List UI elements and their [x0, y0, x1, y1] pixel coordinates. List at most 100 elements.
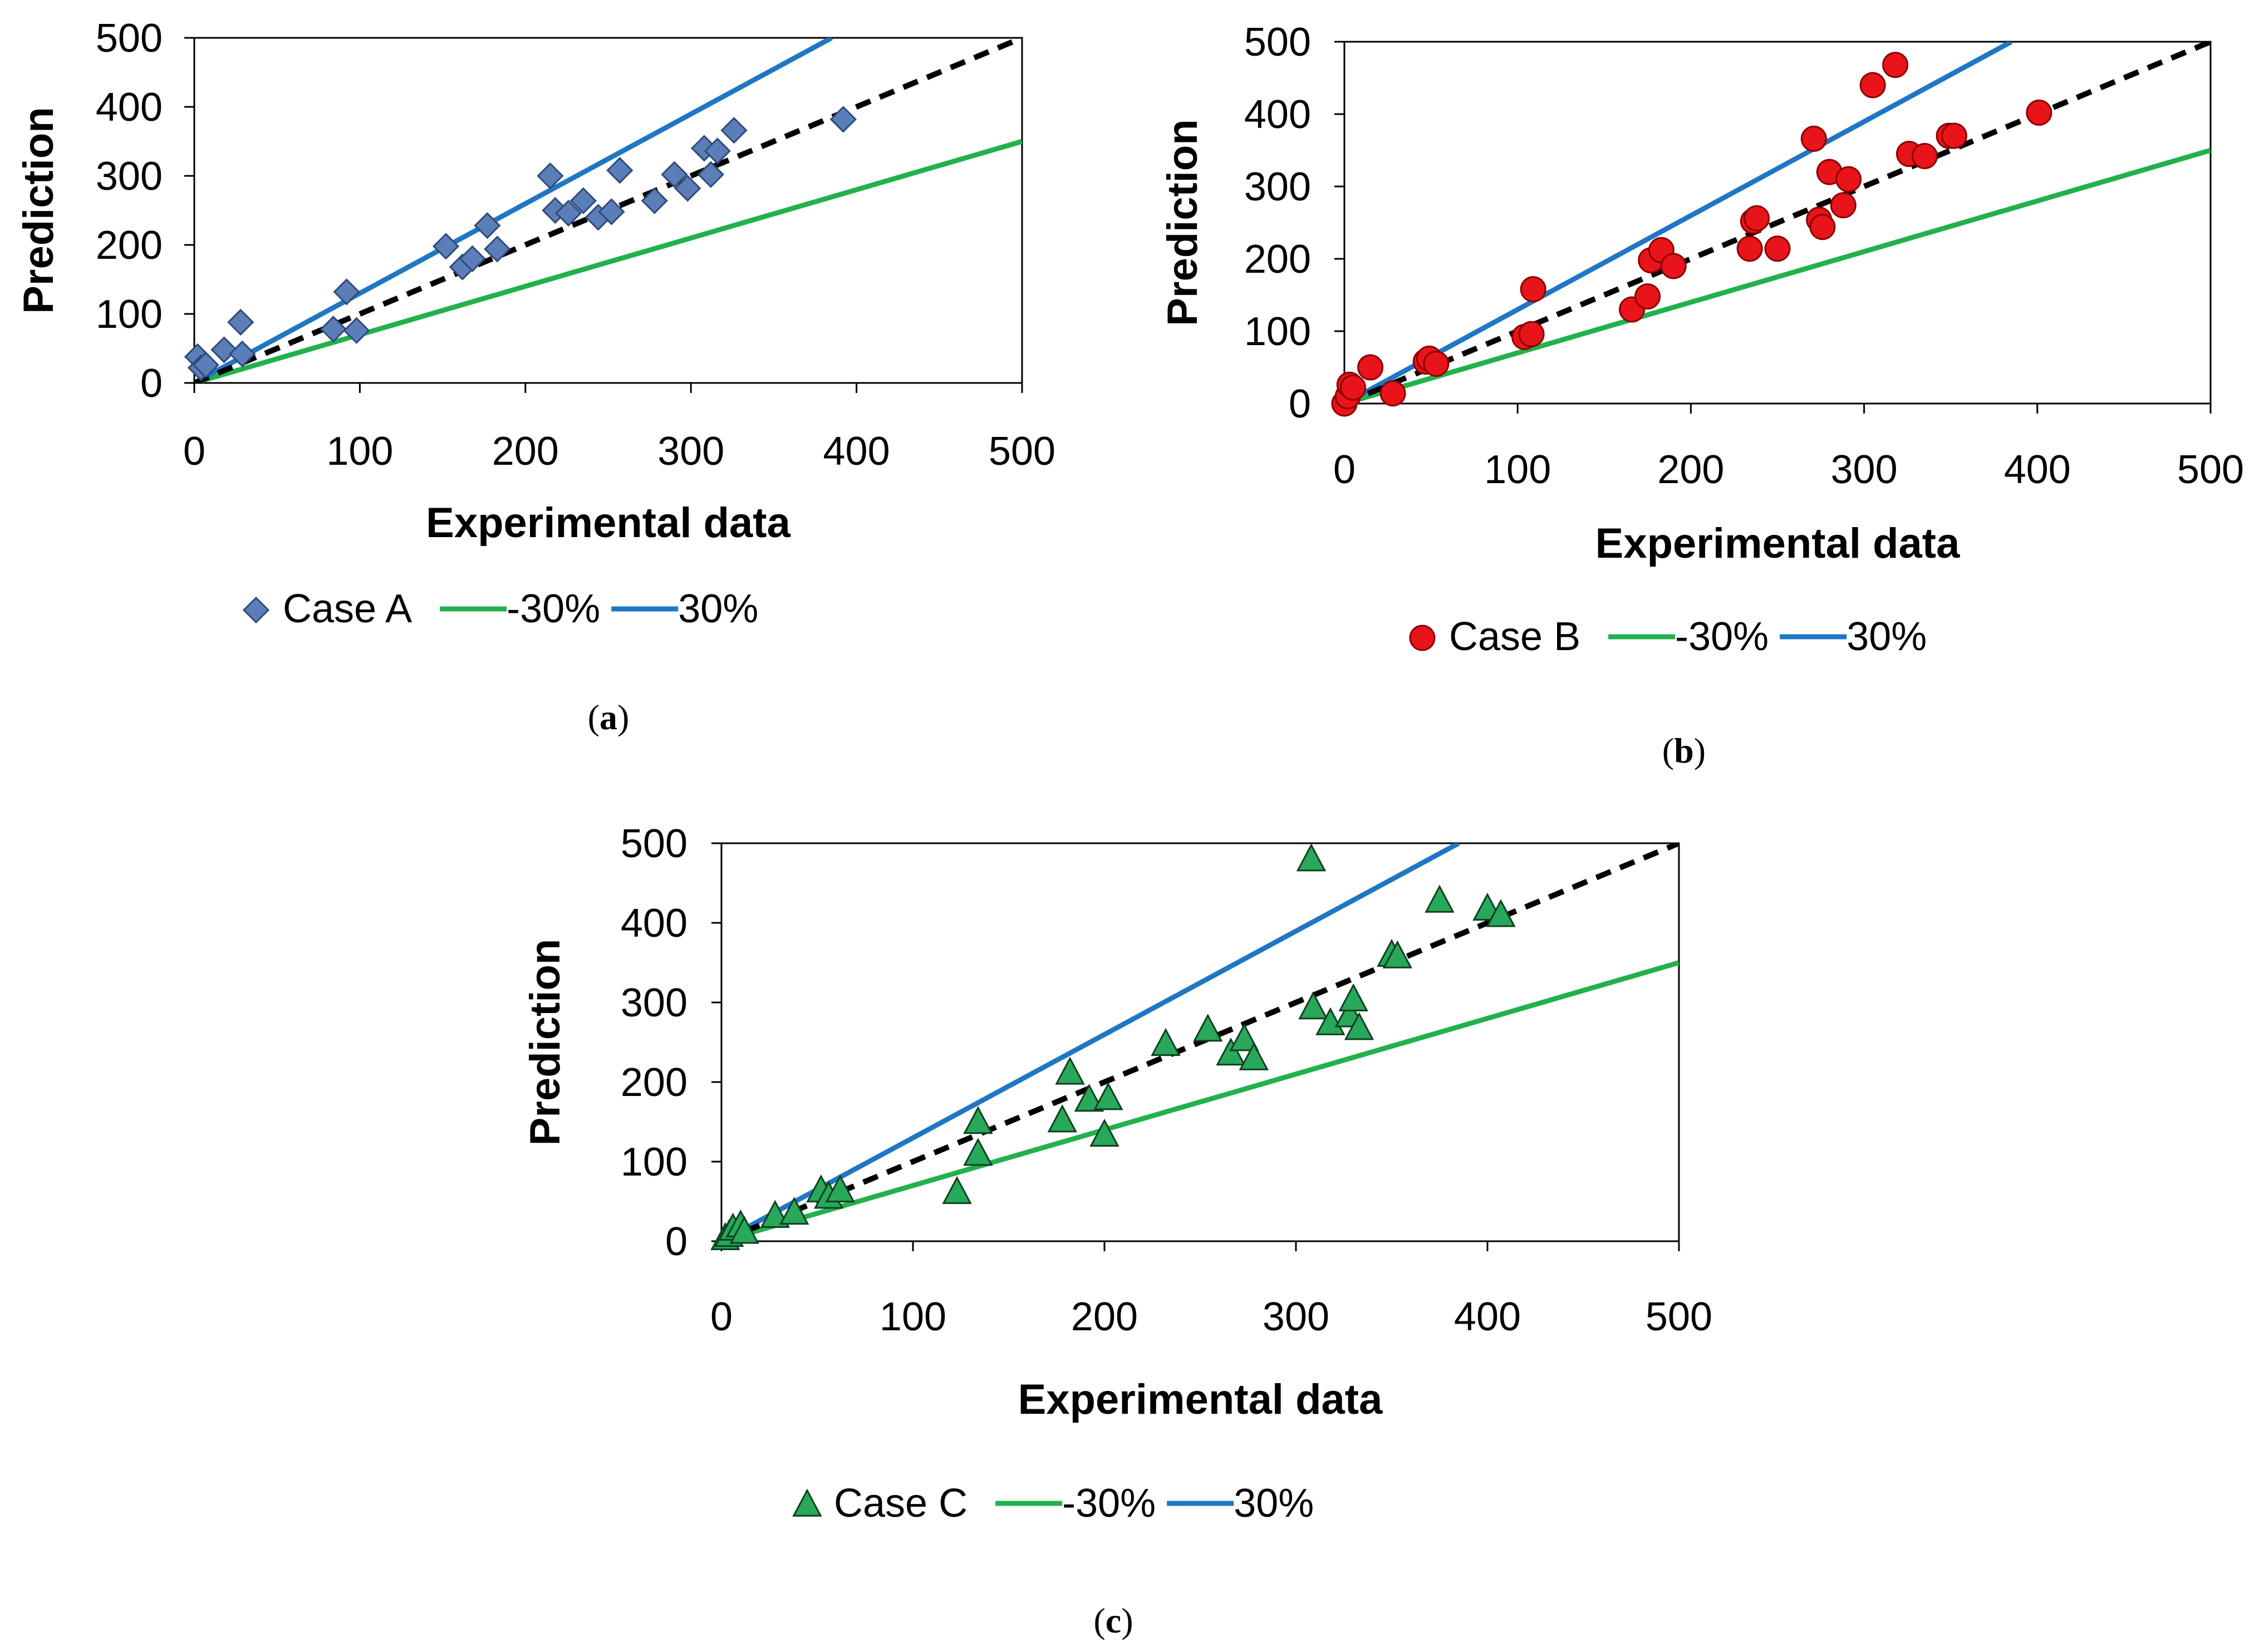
- x-tick-label: 400: [2004, 448, 2071, 492]
- data-point: [1344, 1012, 1374, 1040]
- legend: Case B -30% 30%: [1409, 614, 1927, 659]
- legend-marker: [242, 596, 270, 624]
- y-tick-label: 200: [621, 1060, 687, 1105]
- reference-lines: [1344, 42, 2211, 404]
- x-tick-label: 0: [1333, 448, 1356, 492]
- data-point: [1315, 1007, 1345, 1035]
- legend-label-minus30: -30%: [1062, 1481, 1156, 1526]
- data-point: [1912, 142, 1938, 169]
- reference-lines: [721, 843, 1679, 1241]
- data-point: [555, 199, 582, 227]
- data-point: [537, 162, 564, 190]
- x-axis-title: Experimental data: [1018, 1376, 1383, 1423]
- x-tick-label: 100: [1484, 448, 1551, 492]
- data-point: [1089, 1118, 1119, 1147]
- y-tick-label: 100: [1244, 309, 1311, 354]
- data-point: [1338, 983, 1368, 1012]
- data-point: [1744, 205, 1770, 232]
- data-point: [229, 340, 256, 368]
- data-point: [1047, 1104, 1078, 1133]
- data-point: [779, 1197, 809, 1225]
- legend-label-plus30: 30%: [1846, 614, 1927, 659]
- chart-c: 0 100 200 300 400 500 0 100 200 300 400 500 Experime…: [522, 822, 1712, 1640]
- panel-label: (b): [1662, 731, 1706, 770]
- data-point: [963, 1138, 993, 1166]
- x-tick-label: 100: [326, 429, 393, 474]
- data-point: [1298, 991, 1328, 1020]
- data-point: [1486, 899, 1516, 927]
- x-axis-title: Experimental data: [426, 499, 790, 547]
- x-tick-label: 0: [183, 429, 205, 474]
- x-tick-label: 400: [1454, 1295, 1521, 1339]
- data-point: [661, 161, 688, 188]
- x-tick-label: 200: [492, 429, 559, 474]
- minus30-line: [721, 960, 1679, 1241]
- data-point: [432, 233, 460, 260]
- data-point: [1074, 1083, 1104, 1112]
- data-point: [1093, 1082, 1123, 1110]
- data-point: [1830, 192, 1857, 219]
- legend-label-minus30: -30%: [507, 587, 600, 631]
- data-point: [1520, 276, 1546, 303]
- data-point: [1357, 354, 1384, 381]
- y-axis-title: Prediction: [522, 939, 569, 1146]
- data-point: [484, 235, 511, 263]
- y-tick-label: 0: [665, 1220, 687, 1264]
- data-point: [1193, 1014, 1223, 1042]
- data-point: [729, 1216, 759, 1244]
- x-tick-label: 500: [2177, 448, 2244, 492]
- y-tick-label: 400: [96, 85, 163, 130]
- data-point: [1764, 235, 1791, 262]
- legend-label-plus30: 30%: [1234, 1481, 1314, 1526]
- y-axis-title: Prediction: [1159, 119, 1206, 326]
- y-axis-title: Prediction: [15, 107, 62, 314]
- x-tick-label: 300: [1263, 1295, 1329, 1339]
- panel-label: (a): [588, 697, 630, 737]
- y-tick-label: 100: [96, 292, 163, 337]
- equality-line: [1344, 42, 2211, 404]
- plus30-line: [194, 38, 833, 383]
- data-point: [720, 117, 748, 144]
- data-point: [569, 187, 597, 214]
- y-tick-label: 200: [96, 223, 163, 268]
- data-point: [1296, 843, 1327, 872]
- legend: Case A -30% 30%: [242, 587, 758, 631]
- x-tick-label: 400: [823, 429, 890, 474]
- data-point: [1634, 283, 1661, 310]
- x-tick-label: 300: [1831, 448, 1898, 492]
- plus30-line: [721, 843, 1460, 1241]
- data-points: [1331, 52, 2052, 417]
- minus30-line: [194, 139, 1022, 383]
- data-point: [320, 316, 347, 343]
- data-point: [210, 336, 238, 363]
- data-point: [227, 308, 254, 336]
- data-point: [704, 137, 731, 165]
- data-point: [1941, 122, 1967, 149]
- chart-a: 0 100 200 300 400 500 0 100 200 300 400 500 Experime…: [15, 16, 1055, 737]
- minus30-line: [1344, 148, 2211, 404]
- x-tick-label: 100: [880, 1295, 946, 1339]
- y-tick-label: 500: [621, 822, 687, 866]
- y-tick-label: 300: [1244, 165, 1311, 209]
- data-point: [1859, 72, 1886, 99]
- x-tick-label: 0: [710, 1295, 733, 1339]
- data-point: [1229, 1023, 1259, 1051]
- y-tick-label: 200: [1244, 237, 1311, 282]
- x-axis-title: Experimental data: [1595, 520, 1960, 567]
- data-point: [1660, 253, 1687, 279]
- y-tick-label: 500: [96, 16, 163, 61]
- data-point: [474, 212, 501, 239]
- chart-b: 0 100 200 300 400 500 0 100 200 300 400 500 Experime…: [1159, 20, 2244, 770]
- y-tick-label: 400: [1244, 92, 1311, 137]
- data-point: [1239, 1042, 1269, 1070]
- legend-label-case: Case C: [834, 1481, 968, 1526]
- data-point: [598, 198, 625, 225]
- y-tick-label: 0: [1289, 382, 1311, 426]
- y-tick-label: 100: [621, 1140, 687, 1184]
- data-point: [1055, 1056, 1085, 1085]
- data-point: [1736, 235, 1763, 262]
- y-tick-label: 300: [621, 981, 687, 1025]
- data-point: [1423, 351, 1450, 377]
- data-point: [192, 351, 219, 378]
- data-point: [1425, 884, 1455, 913]
